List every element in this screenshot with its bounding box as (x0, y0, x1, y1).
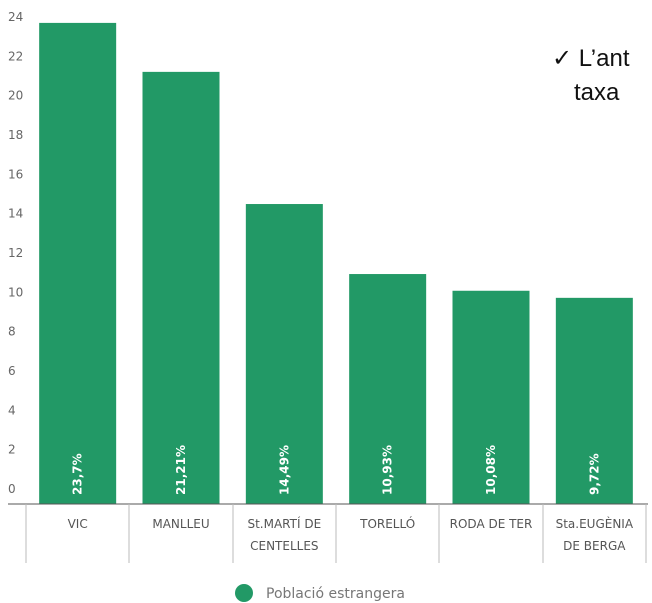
x-category-label: St.MARTÍ DE (247, 516, 321, 531)
bar (555, 297, 633, 504)
bar (349, 274, 427, 504)
category-axis: VIC MANLLEU St.MARTÍ DE CENTELLES TORELLÓ ROD… (8, 503, 648, 563)
bar-data-label: 10,93% (381, 445, 395, 495)
bar-data-label: 9,72% (587, 453, 601, 495)
y-tick-label: 14 (8, 207, 23, 221)
y-tick-label: 20 (8, 89, 23, 103)
legend-marker (235, 584, 253, 602)
bar (245, 204, 323, 504)
y-tick-label: 6 (8, 364, 16, 378)
x-category-label: Sta.EUGÈNIA (556, 516, 634, 531)
bars: 23,7% 21,21% 14,49% 10,93% 10,08% 9,72% (39, 22, 633, 505)
bar (39, 22, 117, 505)
slide-text-overlay: ✓ L’ant taxa (552, 42, 652, 122)
y-tick-label: 0 (8, 482, 16, 496)
y-tick-label: 12 (8, 246, 23, 260)
bar (142, 71, 220, 505)
bar-data-label: 10,08% (484, 445, 498, 495)
x-category-label: TORELLÓ (359, 516, 415, 531)
y-tick-label: 8 (8, 325, 16, 339)
legend-label: Població estrangera (266, 586, 405, 602)
x-category-label: VIC (68, 517, 88, 531)
y-tick-label: 22 (8, 49, 23, 63)
x-category-label: RODA DE TER (450, 517, 533, 531)
y-tick-label: 10 (8, 285, 23, 299)
overlay-line-2: taxa (574, 79, 620, 106)
bar-data-label: 23,7% (71, 453, 85, 495)
bar-data-label: 14,49% (277, 445, 291, 495)
overlay-line-1: ✓ L’ant (552, 45, 630, 72)
y-tick-label: 2 (8, 443, 16, 457)
y-tick-label: 4 (8, 403, 16, 417)
y-tick-label: 18 (8, 128, 23, 142)
y-tick-label: 16 (8, 167, 23, 181)
y-tick-label: 24 (8, 10, 23, 24)
legend: Població estrangera (235, 584, 405, 602)
x-category-label: MANLLEU (152, 517, 209, 531)
bar-data-label: 21,21% (174, 445, 188, 495)
bar (452, 290, 530, 504)
x-category-label: DE BERGA (563, 539, 626, 553)
x-category-label: CENTELLES (250, 539, 318, 553)
